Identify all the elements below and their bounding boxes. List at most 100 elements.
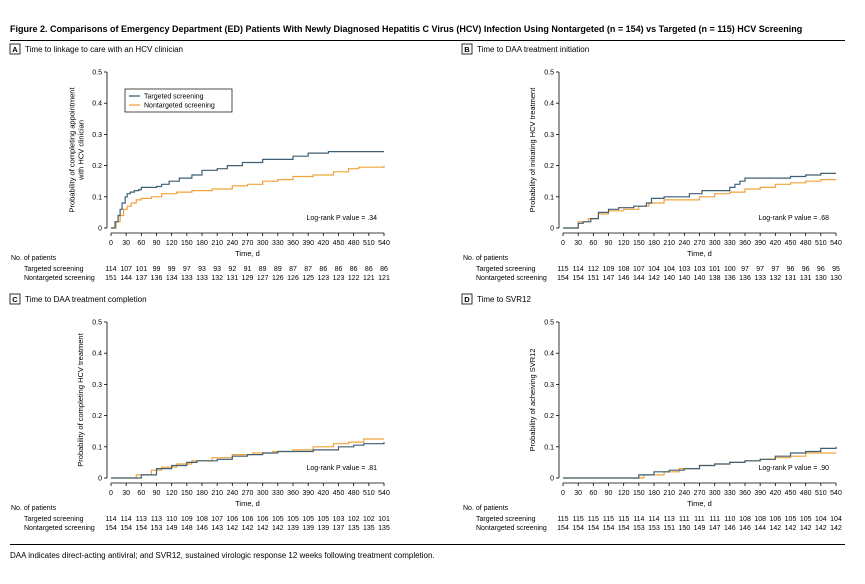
risk-nontargeted-count: 126: [272, 275, 284, 282]
x-tick-label: 510: [815, 490, 827, 497]
risk-nontargeted-count: 154: [557, 275, 569, 282]
risk-nontargeted-count: 131: [226, 275, 238, 282]
panel-letter: D: [464, 295, 470, 304]
x-tick-label: 30: [122, 490, 130, 497]
x-tick-label: 390: [302, 240, 314, 247]
series-line-nontargeted: [111, 165, 385, 229]
panel-c: C Time to DAA treatment completion 0 0.1 0.2…: [9, 293, 390, 532]
y-tick-label: 0.3: [544, 382, 554, 389]
legend-label-nontargeted: Nontargeted screening: [144, 103, 215, 110]
risk-targeted-count: 114: [633, 516, 644, 523]
risk-nontargeted-count: 136: [151, 275, 163, 282]
panel-a: A Time to linkage to care with an HCV cli…: [9, 43, 390, 282]
risk-targeted-count: 106: [242, 516, 254, 523]
x-tick-label: 360: [287, 490, 299, 497]
risk-nontargeted-count: 121: [378, 275, 390, 282]
risk-targeted-count: 104: [830, 516, 842, 523]
risk-targeted-count: 107: [633, 266, 645, 273]
risk-targeted-count: 114: [573, 266, 584, 273]
y-tick-label: 0.3: [544, 132, 554, 139]
panel-letter-box: [9, 43, 21, 55]
risk-targeted-count: 97: [756, 266, 764, 273]
y-tick-label: 0.1: [92, 444, 102, 451]
y-tick-label: 0.2: [544, 163, 554, 170]
risk-nontargeted-count: 136: [724, 275, 736, 282]
risk-targeted-count: 102: [348, 516, 360, 523]
risk-nontargeted-count: 142: [242, 525, 254, 532]
risk-nontargeted-count: 139: [302, 525, 314, 532]
y-tick-label: 0.1: [544, 194, 554, 201]
risk-nontargeted-count: 131: [785, 275, 797, 282]
x-tick-label: 300: [709, 490, 721, 497]
risk-targeted-count: 96: [802, 266, 810, 273]
risk-nontargeted-count: 142: [226, 525, 238, 532]
risk-targeted-count: 105: [317, 516, 329, 523]
x-tick-label: 180: [196, 490, 208, 497]
x-tick-label: 450: [785, 240, 797, 247]
risk-nontargeted-count: 146: [724, 525, 736, 532]
risk-targeted-count: 93: [213, 266, 221, 273]
x-tick-label: 360: [739, 240, 751, 247]
risk-targeted-count: 105: [785, 516, 797, 523]
x-tick-label: 120: [166, 240, 178, 247]
risk-nontargeted-count: 146: [196, 525, 208, 532]
series-line-targeted: [563, 172, 836, 229]
x-tick-label: 480: [348, 240, 360, 247]
y-tick-label: 0: [98, 226, 102, 233]
x-tick-label: 420: [769, 240, 781, 247]
x-tick-label: 120: [618, 240, 630, 247]
risk-targeted-count: 86: [319, 266, 327, 273]
risk-nontargeted-count: 133: [181, 275, 193, 282]
risk-nontargeted-count: 147: [709, 525, 721, 532]
x-tick-label: 60: [137, 240, 145, 247]
risk-nontargeted-count: 153: [633, 525, 645, 532]
y-axis-label: Probability of acheiving SVR12: [528, 349, 537, 452]
y-tick-label: 0.3: [92, 382, 102, 389]
risk-table-header: No. of patients: [11, 505, 57, 512]
risk-targeted-count: 99: [153, 266, 161, 273]
risk-targeted-count: 114: [121, 516, 132, 523]
risk-targeted-count: 108: [739, 516, 751, 523]
bottom-rule: [10, 544, 845, 545]
risk-nontargeted-count: 148: [181, 525, 193, 532]
y-tick-label: 0.5: [92, 320, 102, 327]
x-tick-label: 210: [663, 490, 675, 497]
risk-nontargeted-count: 153: [151, 525, 163, 532]
risk-targeted-count: 114: [105, 516, 116, 523]
x-tick-label: 360: [739, 490, 751, 497]
risk-nontargeted-count: 154: [135, 525, 147, 532]
risk-nontargeted-count: 149: [694, 525, 706, 532]
legend-label-targeted: Targeted screening: [144, 94, 204, 101]
x-tick-label: 300: [257, 240, 269, 247]
risk-targeted-count: 115: [603, 516, 614, 523]
risk-nontargeted-count: 137: [135, 275, 147, 282]
x-tick-label: 330: [724, 240, 736, 247]
x-tick-label: 0: [109, 490, 113, 497]
risk-table-header: No. of patients: [463, 505, 509, 512]
y-axis-label: with HCV clinician: [77, 120, 86, 181]
panel-title: Time to linkage to care with an HCV clin…: [25, 45, 183, 54]
risk-nontargeted-count: 123: [317, 275, 329, 282]
x-tick-label: 420: [317, 240, 329, 247]
risk-nontargeted-count: 123: [333, 275, 345, 282]
risk-nontargeted-count: 149: [166, 525, 178, 532]
risk-targeted-count: 111: [694, 516, 705, 523]
risk-targeted-count: 95: [832, 266, 840, 273]
y-tick-label: 0.4: [92, 351, 102, 358]
risk-targeted-count: 115: [557, 266, 568, 273]
panel-title: Time to SVR12: [477, 295, 531, 304]
risk-nontargeted-count: 138: [709, 275, 721, 282]
x-tick-label: 180: [196, 240, 208, 247]
y-axis-label: Probability of initiating HCV treatment: [528, 87, 537, 213]
risk-targeted-count: 87: [289, 266, 297, 273]
risk-label-nontargeted: Nontargeted screening: [24, 525, 95, 532]
x-tick-label: 480: [800, 240, 812, 247]
x-tick-label: 450: [785, 490, 797, 497]
x-tick-label: 90: [153, 240, 161, 247]
risk-targeted-count: 103: [678, 266, 690, 273]
risk-nontargeted-count: 142: [830, 525, 842, 532]
x-tick-label: 510: [363, 490, 375, 497]
figure-title: Figure 2. Comparisons of Emergency Depar…: [10, 24, 803, 34]
risk-nontargeted-count: 130: [830, 275, 842, 282]
